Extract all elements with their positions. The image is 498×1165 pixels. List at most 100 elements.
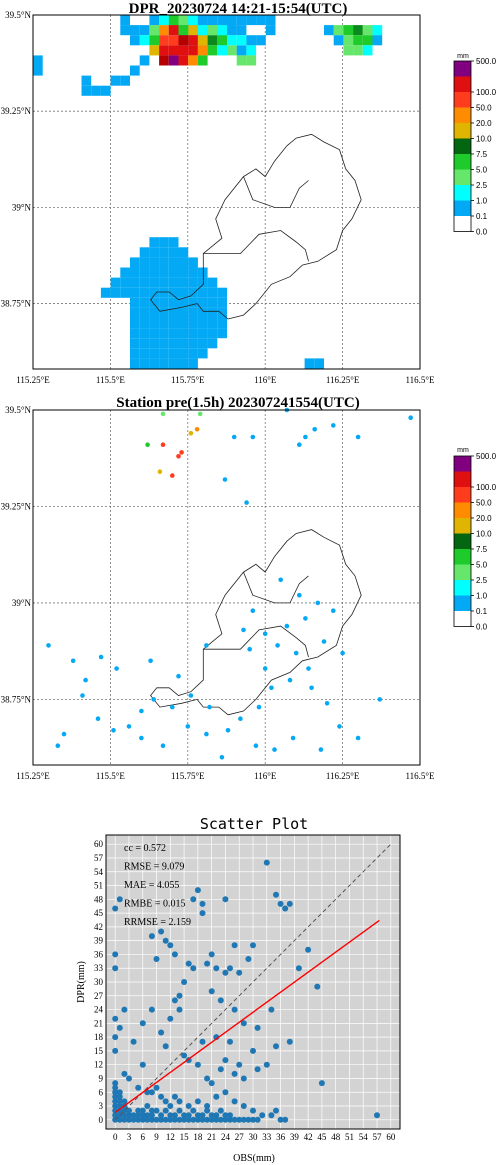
scatter-point — [139, 1020, 146, 1027]
precip-cell — [149, 257, 160, 268]
station-point — [55, 743, 61, 748]
scatter-point — [112, 1093, 119, 1100]
stat-label: RMBE = 0.015 — [124, 899, 185, 910]
colorbar-tick-label: 1.0 — [476, 592, 488, 601]
scatter-point — [240, 1116, 247, 1123]
precip-cell — [159, 25, 169, 36]
scatter-point — [112, 1047, 119, 1054]
precip-cell — [217, 297, 227, 308]
station-point — [160, 743, 166, 748]
x-tick-label: 115.25°E — [16, 375, 50, 385]
precip-cell — [207, 35, 218, 46]
scatter-point — [112, 1089, 119, 1096]
y-tick-label: 15 — [94, 1046, 104, 1056]
scatter-point — [126, 1107, 132, 1114]
precip-cell — [197, 328, 208, 339]
y-tick-label: 60 — [94, 839, 104, 849]
station-point — [297, 592, 302, 598]
precip-cell — [217, 328, 227, 339]
precip-cell — [178, 247, 189, 258]
scatter-point — [167, 1116, 174, 1123]
station-point — [284, 623, 290, 629]
precip-cell — [139, 277, 150, 288]
precip-cell — [149, 338, 160, 349]
scatter-point — [222, 1057, 229, 1064]
x-tick-label: 9 — [154, 1132, 159, 1142]
precip-cell — [130, 358, 140, 369]
precip-cell — [139, 267, 150, 278]
station-point — [197, 411, 203, 417]
x-tick-label: 51 — [345, 1132, 354, 1142]
panel2-y-ticks: 39.5°N 39.25°N 39°N 38.75°N — [1, 405, 32, 704]
station-point — [80, 693, 85, 698]
precip-cell — [139, 297, 150, 308]
colorbar-swatch — [454, 456, 471, 472]
station-point — [309, 685, 314, 691]
x-tick-label: 115.5°E — [96, 771, 126, 781]
x-tick-label: 36 — [276, 1132, 286, 1142]
precip-cell — [362, 35, 373, 46]
precip-cell — [168, 318, 179, 329]
panel2-colorbar-unit: mm — [457, 447, 469, 454]
scatter-point — [162, 937, 169, 944]
colorbar-swatch — [454, 169, 471, 185]
y-tick-label: 6 — [99, 1087, 104, 1097]
precip-cell — [130, 348, 140, 359]
scatter-point — [162, 1098, 169, 1105]
precip-cell — [139, 247, 150, 258]
colorbar-swatch — [454, 518, 471, 534]
station-point — [95, 716, 101, 721]
colorbar-swatch — [454, 487, 471, 503]
scatter-point — [112, 1098, 119, 1105]
colorbar-tick-label: 0.1 — [476, 607, 488, 616]
station-point — [170, 704, 175, 710]
colorbar-swatch — [454, 61, 471, 77]
station-point — [188, 430, 194, 436]
precip-cell — [236, 25, 247, 36]
scatter-point — [222, 1112, 229, 1119]
scatter-point — [268, 1112, 275, 1119]
scatter-point — [148, 933, 155, 940]
scatter-point — [217, 1107, 224, 1114]
scatter-point — [273, 1043, 279, 1050]
scatter-point — [286, 900, 293, 907]
x-tick-label: 18 — [193, 1132, 203, 1142]
precip-cell — [188, 257, 198, 268]
scatter-point — [139, 1107, 146, 1114]
scatter-point — [112, 951, 119, 958]
precip-cell — [178, 55, 189, 66]
precip-cell — [120, 25, 130, 36]
scatter-point — [282, 1116, 289, 1123]
y-tick-label: 39.25°N — [1, 106, 32, 116]
scatter-point — [126, 1075, 132, 1082]
precip-cell — [130, 297, 140, 308]
scatter-point — [199, 900, 206, 907]
precip-cell — [130, 318, 140, 329]
scatter-point — [139, 1061, 146, 1068]
scatter-point — [148, 1107, 155, 1114]
scatter-point — [126, 1116, 132, 1123]
precip-cell — [139, 318, 150, 329]
scatter-point — [227, 1112, 233, 1119]
scatter-point — [158, 1093, 165, 1100]
precip-cell — [207, 25, 218, 36]
scatter-point — [204, 1116, 211, 1123]
scatter-point — [167, 942, 174, 949]
precip-cell — [178, 297, 189, 308]
colorbar-tick-label: 500.0 — [476, 452, 497, 461]
precip-cell — [197, 307, 208, 318]
x-tick-label: 115.5°E — [96, 375, 126, 385]
station-point — [303, 434, 308, 440]
precip-cell — [246, 55, 257, 66]
precip-cell — [139, 35, 150, 46]
precip-cell — [217, 25, 227, 36]
stat-label: cc = 0.572 — [124, 843, 166, 854]
scatter-point — [194, 1116, 201, 1123]
scatter-point — [121, 1116, 128, 1123]
precip-cell — [149, 348, 160, 359]
scatter-point — [185, 1103, 192, 1109]
precip-cell — [188, 277, 198, 288]
colorbar-swatch — [454, 200, 471, 216]
y-tick-label: 30 — [94, 977, 104, 987]
x-tick-label: 57 — [373, 1132, 383, 1142]
